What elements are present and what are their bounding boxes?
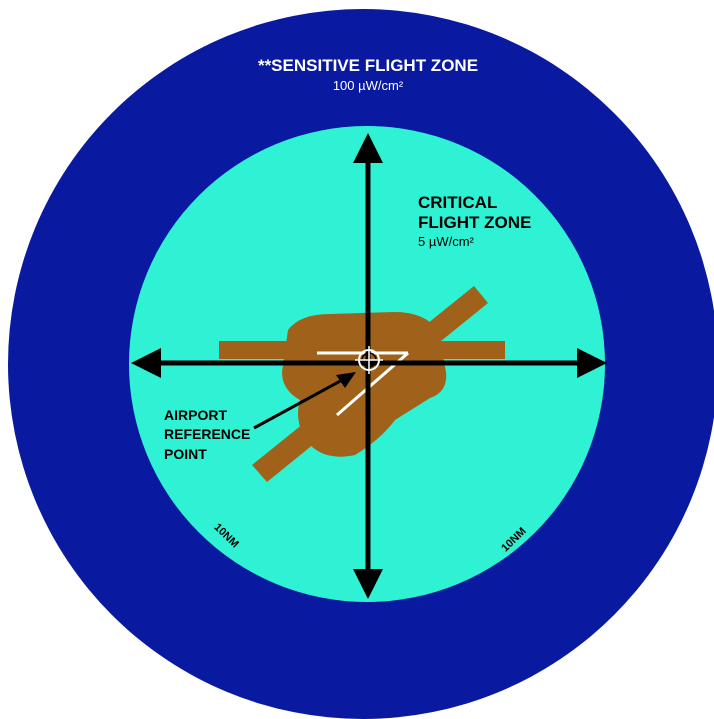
sensitive-zone-title: **SENSITIVE FLIGHT ZONE (258, 56, 478, 75)
reference-point-label-line3: POINT (164, 446, 207, 462)
reference-point-label-line2: REFERENCE (164, 426, 250, 442)
critical-zone-title-line2: FLIGHT ZONE (418, 213, 531, 232)
sensitive-zone-limit: 100 µW/cm² (333, 78, 404, 93)
crosshair-icon (355, 346, 383, 374)
reference-point-label-line1: AIRPORT (164, 407, 227, 423)
critical-zone-limit: 5 µW/cm² (418, 234, 475, 249)
critical-zone-title-line1: CRITICAL (418, 193, 497, 212)
reference-point-pointer (253, 372, 356, 430)
